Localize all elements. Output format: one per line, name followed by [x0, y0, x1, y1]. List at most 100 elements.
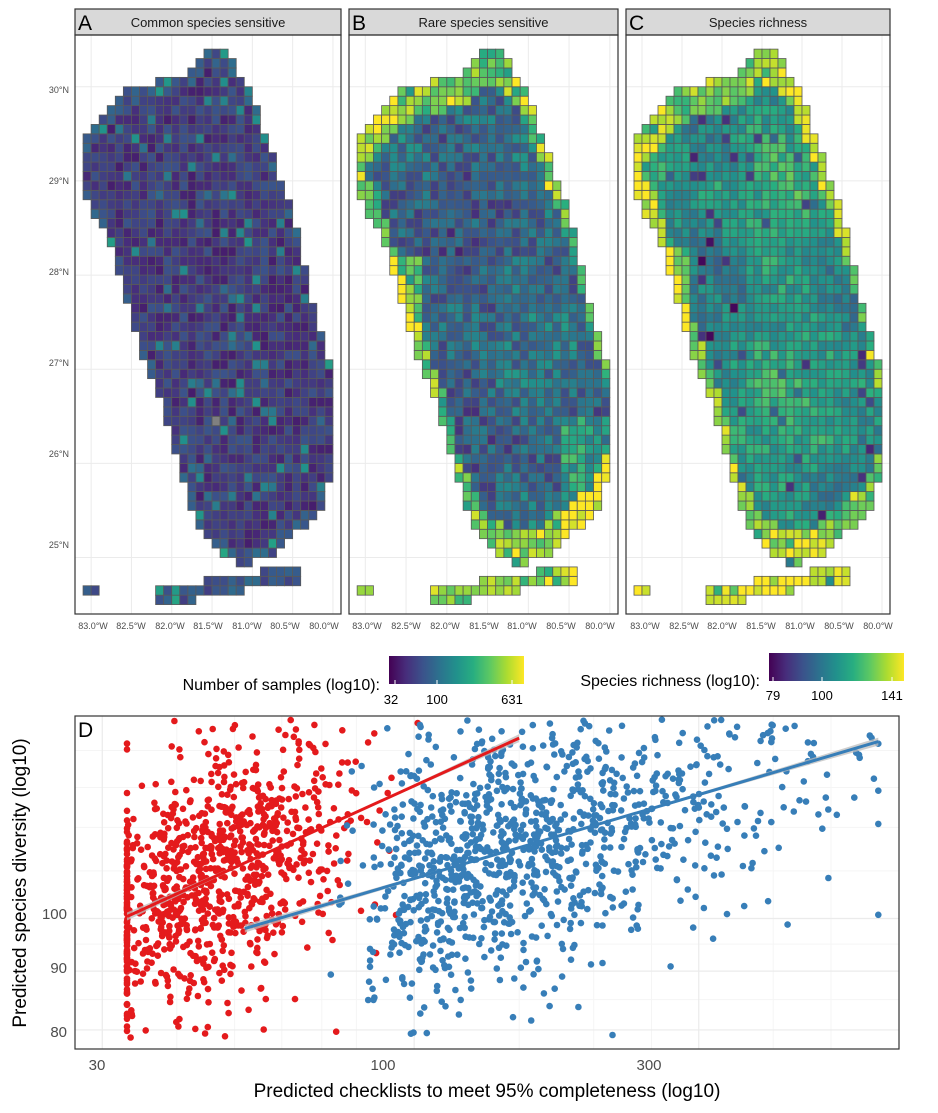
map-tile [503, 368, 513, 380]
scatter-point [519, 743, 527, 750]
scatter-point [196, 865, 204, 873]
legend-samples-colorbar [389, 656, 524, 684]
scatter-point [701, 779, 709, 786]
scatter-point [791, 722, 798, 730]
map-tile [633, 171, 643, 182]
map-tile [849, 293, 859, 304]
map-tile [713, 76, 723, 88]
map-tile [235, 142, 245, 154]
map-tile [745, 340, 755, 351]
map-tile [268, 510, 277, 521]
map-tile [171, 397, 181, 408]
map-tile [495, 265, 505, 276]
map-tile [227, 510, 237, 521]
map-tile [195, 114, 205, 125]
map-tile [155, 246, 165, 257]
map-tile [519, 557, 529, 568]
map-tile [560, 406, 570, 417]
map-tile [753, 265, 763, 276]
map-tile [187, 594, 197, 605]
map-tile [817, 575, 827, 587]
map-tile [421, 133, 431, 144]
map-tile [817, 359, 827, 370]
scatter-point [429, 942, 437, 949]
map-tile [519, 86, 529, 97]
map-tile [681, 152, 691, 163]
map-tile [187, 218, 197, 229]
map-tile [122, 274, 132, 285]
map-tile [243, 227, 253, 238]
map-tile [284, 227, 294, 238]
map-tile [737, 491, 747, 502]
map-tile [389, 142, 399, 154]
map-tile [544, 434, 554, 445]
map-tile [446, 331, 456, 342]
map-tile [785, 152, 795, 163]
scatter-point [137, 846, 145, 853]
map-tile [785, 444, 795, 455]
map-tile [487, 86, 497, 97]
map-tile [681, 114, 691, 125]
map-tile [462, 397, 472, 408]
x-tick-label: 82.0°W [707, 621, 737, 631]
map-tile [308, 415, 318, 427]
map-tile [745, 255, 755, 267]
map-tile [211, 500, 221, 511]
scatter-point [456, 856, 464, 864]
map-tile [833, 321, 843, 332]
map-tile [737, 284, 747, 295]
map-tile [179, 105, 189, 116]
map-tile [849, 462, 859, 474]
map-tile [227, 246, 237, 257]
map-tile [487, 114, 497, 125]
map-tile [487, 199, 497, 210]
map-tile [495, 48, 505, 59]
map-tile [195, 368, 205, 380]
map-tile [98, 142, 108, 154]
scatter-point [467, 977, 475, 984]
map-tile [777, 180, 787, 191]
map-tile [195, 425, 205, 436]
map-tile [479, 491, 488, 502]
scatter-point [161, 946, 168, 953]
map-tile [195, 387, 205, 398]
map-tile [292, 519, 302, 530]
map-tile [544, 425, 554, 436]
map-tile [801, 481, 811, 493]
scatter-point [438, 998, 446, 1005]
map-tile [324, 397, 334, 408]
map-tile [243, 349, 253, 361]
map-tile [865, 481, 875, 493]
scatter-point [343, 822, 351, 829]
map-tile [413, 321, 423, 332]
map-tile [503, 152, 513, 163]
map-tile [373, 218, 383, 229]
map-tile [454, 124, 464, 135]
map-tile [268, 547, 277, 558]
scatter-point [171, 861, 178, 869]
map-tile [769, 105, 779, 116]
map-tile [552, 218, 562, 229]
map-tile [729, 199, 739, 210]
map-tile [503, 453, 513, 464]
map-tile [446, 397, 456, 408]
map-tile [673, 161, 683, 172]
map-tile [536, 171, 546, 182]
map-tile [681, 86, 691, 97]
scatter-point [566, 925, 574, 933]
map-tile [809, 189, 819, 201]
map-tile [171, 227, 181, 238]
map-tile [769, 114, 779, 125]
map-tile [155, 218, 165, 229]
map-tile [155, 359, 165, 370]
map-tile [171, 255, 181, 267]
map-tile [495, 302, 505, 314]
map-tile [495, 415, 505, 427]
map-tile [219, 585, 229, 596]
map-tile [179, 133, 189, 144]
scatter-point [467, 985, 475, 992]
map-tile [438, 312, 448, 323]
map-tile [825, 415, 835, 427]
map-tile [777, 227, 787, 238]
map-tile [705, 368, 715, 380]
